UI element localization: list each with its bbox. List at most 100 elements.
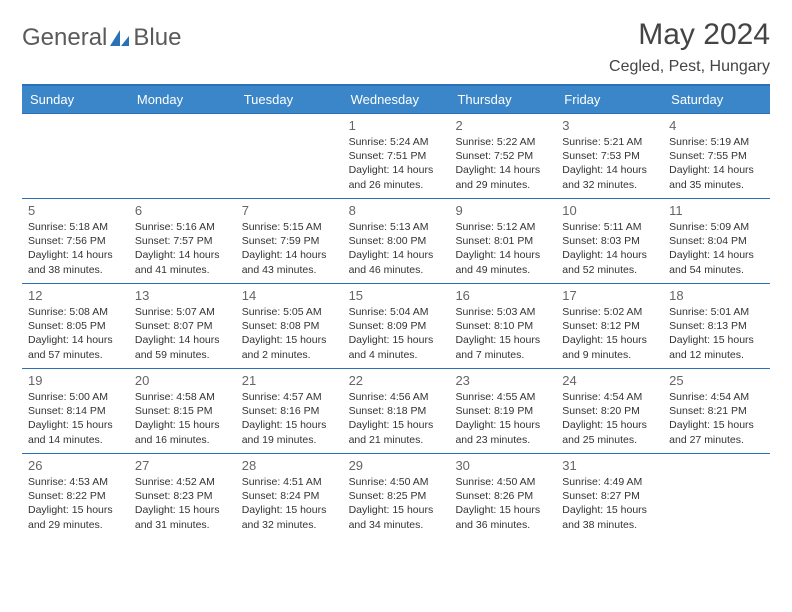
day-info: Sunrise: 4:50 AMSunset: 8:25 PMDaylight:…	[349, 475, 444, 532]
day-number: 13	[135, 288, 230, 303]
sunset-text: Sunset: 8:07 PM	[135, 319, 230, 333]
sunset-text: Sunset: 8:22 PM	[28, 489, 123, 503]
day-number: 15	[349, 288, 444, 303]
day-cell: 27Sunrise: 4:52 AMSunset: 8:23 PMDayligh…	[129, 454, 236, 538]
day-info: Sunrise: 5:03 AMSunset: 8:10 PMDaylight:…	[455, 305, 550, 362]
day-number: 8	[349, 203, 444, 218]
day-number: 4	[669, 118, 764, 133]
sunset-text: Sunset: 8:12 PM	[562, 319, 657, 333]
day-cell: 1Sunrise: 5:24 AMSunset: 7:51 PMDaylight…	[343, 114, 450, 198]
day-cell: 13Sunrise: 5:07 AMSunset: 8:07 PMDayligh…	[129, 284, 236, 368]
week-row: 1Sunrise: 5:24 AMSunset: 7:51 PMDaylight…	[22, 113, 770, 198]
daylight-text: Daylight: 14 hours and 32 minutes.	[562, 163, 657, 191]
day-cell: 9Sunrise: 5:12 AMSunset: 8:01 PMDaylight…	[449, 199, 556, 283]
sunset-text: Sunset: 8:24 PM	[242, 489, 337, 503]
day-cell	[663, 454, 770, 538]
day-number: 29	[349, 458, 444, 473]
sunrise-text: Sunrise: 5:11 AM	[562, 220, 657, 234]
sunset-text: Sunset: 8:04 PM	[669, 234, 764, 248]
daylight-text: Daylight: 14 hours and 57 minutes.	[28, 333, 123, 361]
day-cell: 8Sunrise: 5:13 AMSunset: 8:00 PMDaylight…	[343, 199, 450, 283]
brand-name-a: General	[22, 24, 107, 52]
day-number: 24	[562, 373, 657, 388]
day-cell: 25 Sunrise: 4:54 AMSunset: 8:21 PMDayligh…	[663, 369, 770, 453]
day-number: 11	[669, 203, 764, 218]
day-number: 3	[562, 118, 657, 133]
day-cell	[129, 114, 236, 198]
day-header: Wednesday	[343, 86, 450, 113]
day-cell: 31Sunrise: 4:49 AMSunset: 8:27 PMDayligh…	[556, 454, 663, 538]
day-header-row: SundayMondayTuesdayWednesdayThursdayFrid…	[22, 86, 770, 113]
daylight-text: Daylight: 14 hours and 35 minutes.	[669, 163, 764, 191]
day-info: Sunrise: 4:50 AMSunset: 8:26 PMDaylight:…	[455, 475, 550, 532]
sunset-text: Sunset: 8:13 PM	[669, 319, 764, 333]
sunset-text: Sunset: 7:55 PM	[669, 149, 764, 163]
daylight-text: Daylight: 15 hours and 12 minutes.	[669, 333, 764, 361]
day-number: 22	[349, 373, 444, 388]
sunrise-text: Sunrise: 5:07 AM	[135, 305, 230, 319]
daylight-text: Daylight: 14 hours and 54 minutes.	[669, 248, 764, 276]
day-header: Saturday	[663, 86, 770, 113]
day-cell: 7Sunrise: 5:15 AMSunset: 7:59 PMDaylight…	[236, 199, 343, 283]
daylight-text: Daylight: 15 hours and 38 minutes.	[562, 503, 657, 531]
sunrise-text: Sunrise: 5:05 AM	[242, 305, 337, 319]
day-cell: 28Sunrise: 4:51 AMSunset: 8:24 PMDayligh…	[236, 454, 343, 538]
sunset-text: Sunset: 7:57 PM	[135, 234, 230, 248]
day-info: Sunrise: 5:11 AMSunset: 8:03 PMDaylight:…	[562, 220, 657, 277]
sunrise-text: Sunrise: 4:50 AM	[455, 475, 550, 489]
sunset-text: Sunset: 8:05 PM	[28, 319, 123, 333]
day-info: Sunrise: 4:54 AMSunset: 8:21 PMDaylight:…	[669, 390, 764, 447]
day-info: Sunrise: 5:08 AMSunset: 8:05 PMDaylight:…	[28, 305, 123, 362]
day-cell: 12Sunrise: 5:08 AMSunset: 8:05 PMDayligh…	[22, 284, 129, 368]
sunset-text: Sunset: 8:20 PM	[562, 404, 657, 418]
day-info: Sunrise: 5:16 AMSunset: 7:57 PMDaylight:…	[135, 220, 230, 277]
day-header: Sunday	[22, 86, 129, 113]
sunrise-text: Sunrise: 5:13 AM	[349, 220, 444, 234]
daylight-text: Daylight: 15 hours and 23 minutes.	[455, 418, 550, 446]
daylight-text: Daylight: 15 hours and 29 minutes.	[28, 503, 123, 531]
daylight-text: Daylight: 14 hours and 29 minutes.	[455, 163, 550, 191]
location-label: Cegled, Pest, Hungary	[609, 58, 770, 76]
sunrise-text: Sunrise: 4:52 AM	[135, 475, 230, 489]
day-cell: 23Sunrise: 4:55 AMSunset: 8:19 PMDayligh…	[449, 369, 556, 453]
day-cell: 17Sunrise: 5:02 AMSunset: 8:12 PMDayligh…	[556, 284, 663, 368]
day-info: Sunrise: 5:24 AMSunset: 7:51 PMDaylight:…	[349, 135, 444, 192]
sunset-text: Sunset: 8:23 PM	[135, 489, 230, 503]
day-cell: 24Sunrise: 4:54 AMSunset: 8:20 PMDayligh…	[556, 369, 663, 453]
day-info: Sunrise: 5:02 AMSunset: 8:12 PMDaylight:…	[562, 305, 657, 362]
daylight-text: Daylight: 14 hours and 46 minutes.	[349, 248, 444, 276]
sunrise-text: Sunrise: 5:03 AM	[455, 305, 550, 319]
day-number: 31	[562, 458, 657, 473]
day-cell: 3Sunrise: 5:21 AMSunset: 7:53 PMDaylight…	[556, 114, 663, 198]
day-number: 2	[455, 118, 550, 133]
daylight-text: Daylight: 15 hours and 32 minutes.	[242, 503, 337, 531]
day-cell: 11 Sunrise: 5:09 AMSunset: 8:04 PMDayligh…	[663, 199, 770, 283]
sunrise-text: Sunrise: 5:16 AM	[135, 220, 230, 234]
day-cell	[22, 114, 129, 198]
sunset-text: Sunset: 7:52 PM	[455, 149, 550, 163]
day-info: Sunrise: 5:04 AMSunset: 8:09 PMDaylight:…	[349, 305, 444, 362]
calendar-page: General Blue May 2024 Cegled, Pest, Hung…	[0, 0, 792, 548]
day-info: Sunrise: 5:22 AMSunset: 7:52 PMDaylight:…	[455, 135, 550, 192]
sunrise-text: Sunrise: 5:09 AM	[669, 220, 764, 234]
day-info: Sunrise: 5:01 AMSunset: 8:13 PMDaylight:…	[669, 305, 764, 362]
sunset-text: Sunset: 8:19 PM	[455, 404, 550, 418]
day-cell: 30Sunrise: 4:50 AMSunset: 8:26 PMDayligh…	[449, 454, 556, 538]
sunset-text: Sunset: 8:27 PM	[562, 489, 657, 503]
day-number: 16	[455, 288, 550, 303]
sunrise-text: Sunrise: 4:58 AM	[135, 390, 230, 404]
day-cell: 26Sunrise: 4:53 AMSunset: 8:22 PMDayligh…	[22, 454, 129, 538]
day-number: 27	[135, 458, 230, 473]
sunrise-text: Sunrise: 5:19 AM	[669, 135, 764, 149]
day-cell: 5Sunrise: 5:18 AMSunset: 7:56 PMDaylight…	[22, 199, 129, 283]
sunrise-text: Sunrise: 5:24 AM	[349, 135, 444, 149]
day-number: 6	[135, 203, 230, 218]
week-row: 19Sunrise: 5:00 AMSunset: 8:14 PMDayligh…	[22, 368, 770, 453]
sunrise-text: Sunrise: 5:08 AM	[28, 305, 123, 319]
day-cell: 2 Sunrise: 5:22 AMSunset: 7:52 PMDaylight…	[449, 114, 556, 198]
title-block: May 2024 Cegled, Pest, Hungary	[609, 18, 770, 76]
day-cell: 14Sunrise: 5:05 AMSunset: 8:08 PMDayligh…	[236, 284, 343, 368]
day-number: 25	[669, 373, 764, 388]
daylight-text: Daylight: 15 hours and 4 minutes.	[349, 333, 444, 361]
daylight-text: Daylight: 15 hours and 16 minutes.	[135, 418, 230, 446]
